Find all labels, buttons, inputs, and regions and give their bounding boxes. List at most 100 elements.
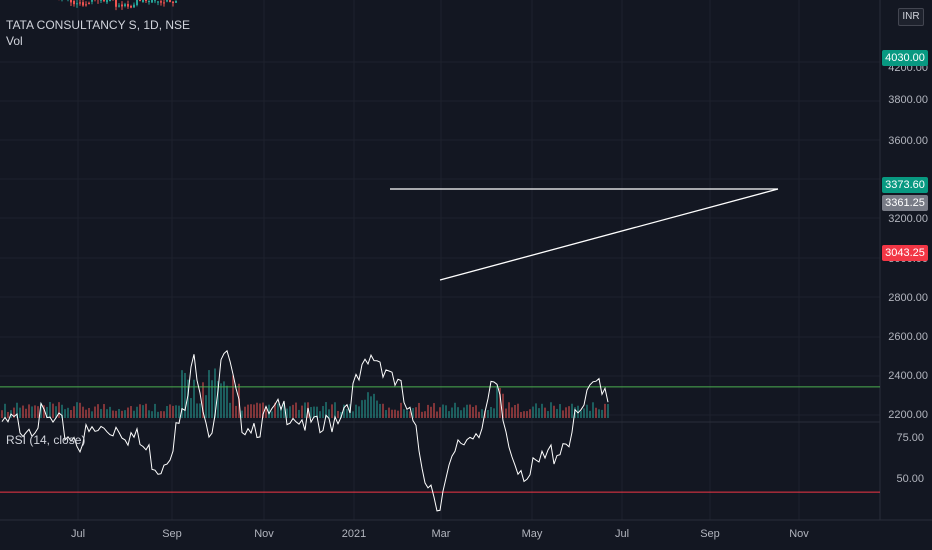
volume-bar <box>226 385 228 418</box>
candle-body <box>76 3 78 5</box>
volume-bar <box>490 406 492 418</box>
candle-body <box>163 2 165 4</box>
time-tick: Jul <box>614 528 630 540</box>
price-tick: 2200.00 <box>888 409 928 421</box>
rsi-label[interactable]: RSI (14, close) <box>6 433 86 447</box>
candle-body <box>157 1 159 3</box>
volume-bar <box>304 402 306 418</box>
candle-body <box>109 0 111 2</box>
volume-bar <box>409 411 411 418</box>
volume-bar <box>298 409 300 418</box>
volume-bar <box>169 404 171 418</box>
candle-body <box>91 0 93 2</box>
volume-bar <box>145 403 147 418</box>
volume-bar <box>550 402 552 418</box>
volume-bar <box>79 402 81 418</box>
volume-bar <box>520 411 522 418</box>
volume-bar <box>553 405 555 418</box>
candle-body <box>133 4 135 8</box>
volume-bar <box>493 408 495 418</box>
candle-body <box>118 5 120 7</box>
volume-bar <box>61 404 63 418</box>
volume-bar <box>442 404 444 418</box>
time-tick: Nov <box>789 528 809 540</box>
volume-bar <box>232 375 234 418</box>
volume-bar <box>85 409 87 418</box>
volume-bar <box>301 405 303 418</box>
volume-bar <box>28 404 30 418</box>
volume-bar <box>433 403 435 418</box>
volume-bar <box>325 402 327 418</box>
volume-bar <box>76 402 78 418</box>
candle-body <box>154 0 156 2</box>
volume-bar <box>211 380 213 418</box>
volume-bar <box>508 402 510 418</box>
volume-bar <box>160 411 162 418</box>
volume-bar <box>370 396 372 418</box>
volume-bar <box>199 403 201 418</box>
volume-bar <box>151 411 153 418</box>
symbol-title[interactable]: TATA CONSULTANCY S, 1D, NSE <box>6 18 191 32</box>
volume-bar <box>268 404 270 418</box>
volume-bar <box>523 411 525 418</box>
volume-bar <box>397 410 399 418</box>
volume-bar <box>70 409 72 418</box>
rsi-tick: 50.00 <box>896 473 924 485</box>
volume-bar <box>241 410 243 418</box>
volume-bar <box>247 404 249 418</box>
volume-bar <box>589 410 591 418</box>
volume-bar <box>259 403 261 418</box>
candle-body <box>130 6 132 8</box>
currency-button[interactable]: INR <box>898 8 924 26</box>
candle-body <box>82 2 84 6</box>
volume-bar <box>244 406 246 418</box>
volume-bar <box>382 403 384 418</box>
candle-body <box>172 1 174 3</box>
volume-bar <box>112 410 114 418</box>
volume-bar <box>601 409 603 418</box>
volume-bar <box>394 409 396 418</box>
volume-bar <box>406 410 408 418</box>
volume-bar <box>598 409 600 418</box>
volume-bar <box>529 409 531 418</box>
price-tick: 2800.00 <box>888 292 928 304</box>
volume-bar <box>364 399 366 418</box>
candle-body <box>145 0 147 2</box>
volume-bar <box>487 410 489 418</box>
volume-bar <box>235 405 237 418</box>
time-tick: Nov <box>254 528 274 540</box>
volume-bar <box>250 404 252 418</box>
time-tick: Sep <box>162 528 182 540</box>
time-tick: Sep <box>700 528 720 540</box>
volume-bar <box>31 406 33 418</box>
price-tick: 2400.00 <box>888 370 928 382</box>
volume-bar <box>346 408 348 418</box>
volume-bar <box>496 385 498 418</box>
volume-label[interactable]: Vol <box>6 34 23 48</box>
volume-bar <box>106 409 108 418</box>
volume-bar <box>502 393 504 418</box>
candle-body <box>70 0 72 3</box>
candle-body <box>127 4 129 7</box>
volume-bar <box>448 411 450 418</box>
stop-price-tag: 3043.25 <box>882 245 928 261</box>
volume-bar <box>388 407 390 418</box>
volume-bar <box>595 407 597 418</box>
volume-bar <box>205 395 207 418</box>
price-tick: 3200.00 <box>888 213 928 225</box>
candle-body <box>121 4 123 7</box>
volume-bar <box>34 405 36 418</box>
volume-bar <box>67 407 69 418</box>
volume-bar <box>400 402 402 418</box>
volume-bar <box>286 408 288 418</box>
volume-bar <box>463 407 465 418</box>
candle-body <box>142 0 144 3</box>
volume-bar <box>262 402 264 418</box>
volume-bar <box>445 405 447 418</box>
volume-bar <box>472 406 474 418</box>
volume-bar <box>16 402 18 418</box>
volume-bar <box>256 402 258 418</box>
candle-body <box>73 0 75 5</box>
volume-bar <box>187 379 189 418</box>
